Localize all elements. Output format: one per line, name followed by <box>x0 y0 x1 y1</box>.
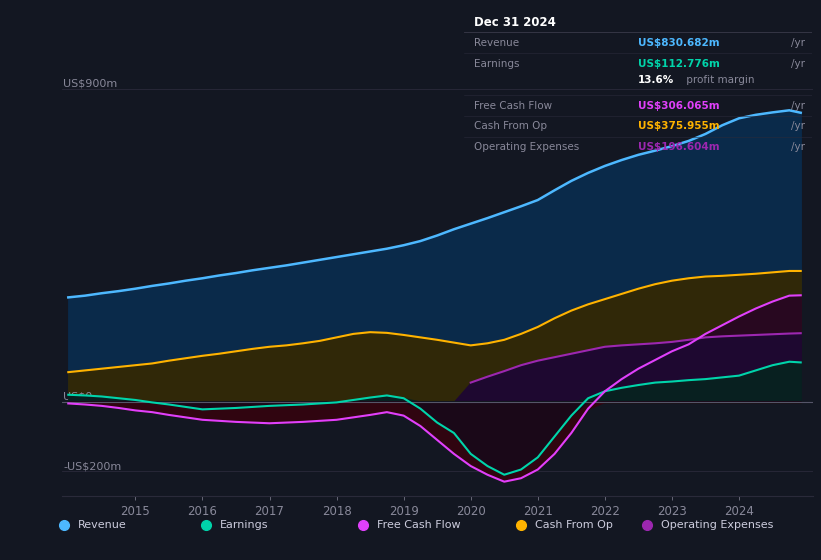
Text: US$306.065m: US$306.065m <box>638 101 719 110</box>
Text: /yr: /yr <box>791 101 805 110</box>
Text: /yr: /yr <box>791 59 805 69</box>
Text: -US$200m: -US$200m <box>63 461 122 472</box>
Text: US$112.776m: US$112.776m <box>638 59 720 69</box>
Text: US$196.604m: US$196.604m <box>638 142 719 152</box>
Text: Cash From Op: Cash From Op <box>475 122 548 132</box>
Text: US$0: US$0 <box>63 391 92 402</box>
Text: Dec 31 2024: Dec 31 2024 <box>475 16 556 29</box>
Text: /yr: /yr <box>791 122 805 132</box>
Text: Earnings: Earnings <box>220 520 268 530</box>
Text: Operating Expenses: Operating Expenses <box>475 142 580 152</box>
Text: US$900m: US$900m <box>63 79 117 88</box>
Text: 13.6%: 13.6% <box>638 76 674 85</box>
Text: Earnings: Earnings <box>475 59 520 69</box>
Text: /yr: /yr <box>791 142 805 152</box>
Text: Cash From Op: Cash From Op <box>535 520 613 530</box>
Text: Operating Expenses: Operating Expenses <box>661 520 773 530</box>
Text: Free Cash Flow: Free Cash Flow <box>475 101 553 110</box>
Text: Revenue: Revenue <box>475 38 520 48</box>
Text: /yr: /yr <box>791 38 805 48</box>
Text: US$375.955m: US$375.955m <box>638 122 719 132</box>
Text: Free Cash Flow: Free Cash Flow <box>378 520 461 530</box>
Text: Revenue: Revenue <box>78 520 126 530</box>
Text: profit margin: profit margin <box>683 76 754 85</box>
Text: US$830.682m: US$830.682m <box>638 38 719 48</box>
